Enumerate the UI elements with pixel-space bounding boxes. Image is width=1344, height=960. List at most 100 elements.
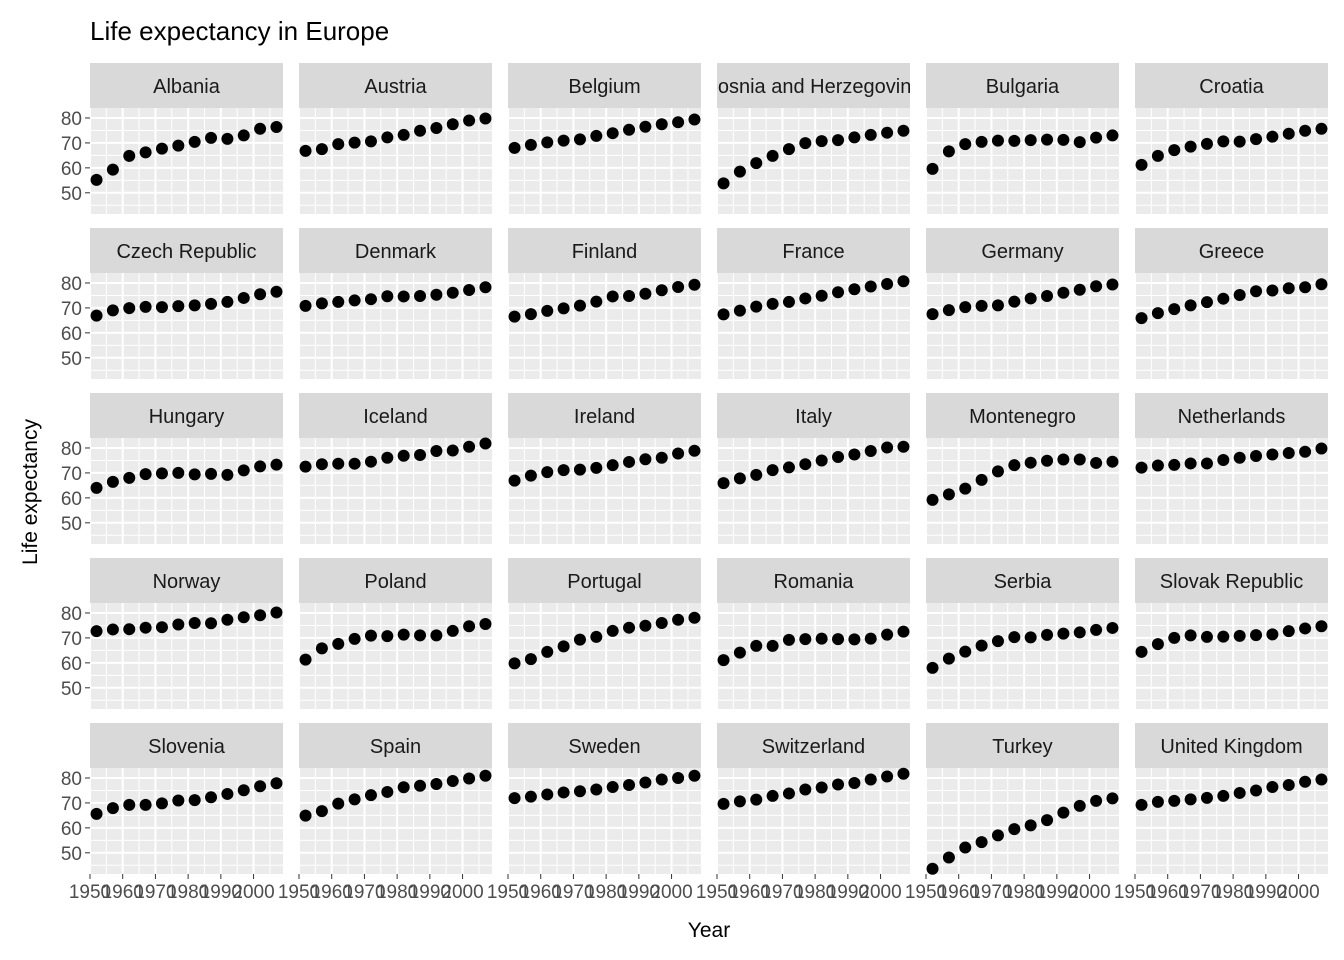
facet-strip-label: Greece — [1199, 241, 1265, 263]
data-point — [237, 291, 250, 304]
data-point — [750, 468, 763, 481]
data-point — [446, 118, 459, 131]
data-point — [139, 468, 152, 481]
facet-panel: Portugal — [507, 558, 701, 709]
data-point — [766, 464, 779, 477]
data-point — [975, 473, 988, 486]
facet-strip — [90, 558, 283, 603]
data-point — [864, 632, 877, 645]
data-point — [557, 302, 570, 315]
data-point — [270, 777, 283, 790]
data-point — [381, 785, 394, 798]
data-point — [1200, 137, 1213, 150]
data-point — [897, 625, 910, 638]
data-point — [623, 455, 636, 468]
facet-panel: Germany — [925, 228, 1119, 379]
x-tick-label: 1960 — [102, 882, 144, 903]
data-point — [766, 149, 779, 162]
data-point — [221, 613, 234, 626]
data-point — [1315, 773, 1328, 786]
data-point — [881, 628, 894, 641]
data-point — [332, 797, 345, 810]
data-point — [717, 177, 730, 190]
data-point — [430, 777, 443, 790]
data-point — [123, 798, 136, 811]
data-point — [1266, 284, 1279, 297]
data-point — [1200, 630, 1213, 643]
facet-panel: Denmark — [298, 228, 492, 379]
data-point — [1250, 285, 1263, 298]
data-point — [959, 482, 972, 495]
data-point — [508, 657, 521, 670]
data-point — [1090, 623, 1103, 636]
data-point — [1217, 630, 1230, 643]
data-point — [717, 654, 730, 667]
facet-strip-label: Albania — [153, 76, 221, 98]
data-point — [1217, 789, 1230, 802]
data-point — [463, 283, 476, 296]
facet-strip-label: Belgium — [568, 76, 640, 98]
y-tick-label: 70 — [61, 794, 82, 815]
data-point — [975, 299, 988, 312]
facet-strip — [926, 63, 1119, 108]
y-tick-label: 80 — [61, 769, 82, 790]
data-point — [123, 149, 136, 162]
data-point — [123, 471, 136, 484]
data-point — [832, 286, 845, 299]
data-point — [463, 114, 476, 127]
data-point — [1233, 451, 1246, 464]
data-point — [123, 302, 136, 315]
data-point — [299, 299, 312, 312]
y-tick-label: 60 — [61, 324, 82, 345]
data-point — [414, 289, 427, 302]
data-point — [332, 138, 345, 151]
data-point — [1151, 459, 1164, 472]
data-point — [1233, 288, 1246, 301]
data-point — [1008, 459, 1021, 472]
x-tick-label: 2000 — [441, 882, 483, 903]
data-point — [1315, 278, 1328, 291]
facet-panel: Serbia — [925, 558, 1119, 709]
data-point — [1057, 806, 1070, 819]
data-point — [430, 444, 443, 457]
facet-panel: France — [716, 228, 910, 379]
data-point — [991, 829, 1004, 842]
data-point — [1024, 819, 1037, 832]
data-point — [1184, 793, 1197, 806]
facet-strip-label: Bosnia and Herzegovina — [705, 76, 924, 98]
data-point — [172, 300, 185, 313]
data-point — [106, 623, 119, 636]
data-point — [1135, 798, 1148, 811]
data-point — [1266, 628, 1279, 641]
x-tick-label: 1970 — [134, 882, 176, 903]
data-point — [639, 453, 652, 466]
data-point — [942, 652, 955, 665]
x-tick-label: 1980 — [1212, 882, 1254, 903]
data-point — [172, 794, 185, 807]
data-point — [479, 281, 492, 294]
x-tick-label: 2000 — [650, 882, 692, 903]
data-point — [430, 629, 443, 642]
data-point — [815, 289, 828, 302]
data-point — [1250, 784, 1263, 797]
facet-strip — [299, 723, 492, 768]
data-point — [1151, 638, 1164, 651]
data-point — [799, 292, 812, 305]
data-point — [446, 286, 459, 299]
data-point — [541, 136, 554, 149]
data-point — [1073, 626, 1086, 639]
x-tick-label: 1950 — [1114, 882, 1156, 903]
data-point — [1282, 282, 1295, 295]
data-point — [959, 138, 972, 151]
data-point — [590, 295, 603, 308]
data-point — [573, 299, 586, 312]
data-point — [414, 629, 427, 642]
x-tick-label: 2000 — [859, 882, 901, 903]
facet-strip-label: Germany — [981, 241, 1063, 263]
data-point — [832, 778, 845, 791]
facet-panel: Italy — [716, 393, 910, 544]
data-point — [524, 653, 537, 666]
data-point — [750, 157, 763, 170]
facet-strip — [926, 393, 1119, 438]
data-point — [717, 308, 730, 321]
